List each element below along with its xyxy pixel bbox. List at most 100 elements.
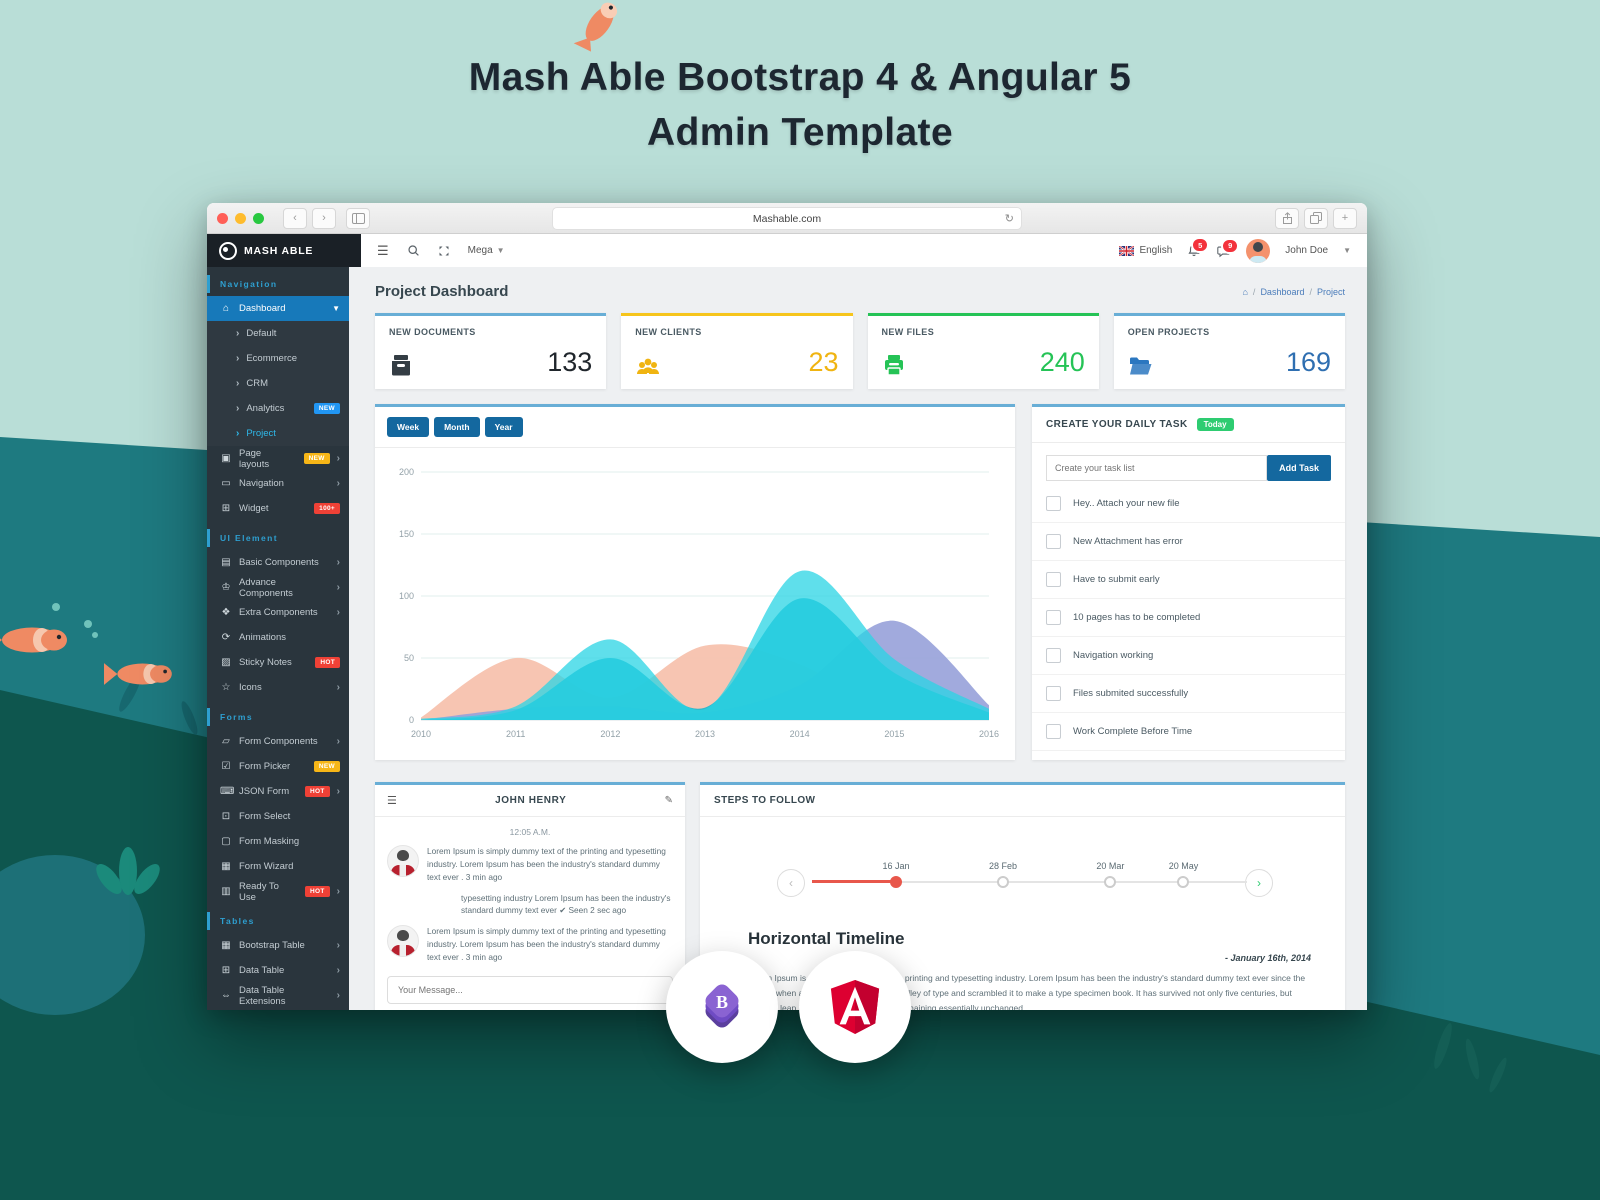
back-button[interactable]: ‹ <box>283 207 307 229</box>
sidebar-group-items: ▤ › Basic Components › ▼ ♔ › <box>207 550 349 700</box>
task-checkbox[interactable] <box>1046 724 1061 739</box>
sidebar-item-label: Page layouts <box>239 447 270 470</box>
task-input[interactable] <box>1046 455 1268 481</box>
fullscreen-icon[interactable] <box>438 245 450 257</box>
sidebar-item[interactable]: › Project › ▼ <box>207 421 349 446</box>
fish-left-icon <box>0 627 67 653</box>
task-checkbox[interactable] <box>1046 496 1061 511</box>
url-text: Mashable.com <box>752 212 822 225</box>
sidebar-item[interactable]: › CRM › ▼ <box>207 371 349 396</box>
timeline-point: 16 Jan <box>882 861 909 893</box>
task-checkbox[interactable] <box>1046 686 1061 701</box>
breadcrumb-dashboard[interactable]: Dashboard <box>1260 286 1305 297</box>
sidebar-item[interactable]: ⟳ › Animations › ▼ <box>207 625 349 650</box>
share-icon[interactable] <box>1275 207 1299 229</box>
chat-message: Lorem Ipsum is simply dummy text of the … <box>375 921 685 968</box>
chart-range-tab[interactable]: Year <box>484 417 523 437</box>
sidebar-item[interactable]: ▢ › Form Masking › ▼ <box>207 829 349 854</box>
notifications-button[interactable]: 5 <box>1187 237 1210 258</box>
zoom-window-button[interactable] <box>253 212 264 224</box>
timeline-track: 16 Jan 28 Feb 20 Mar <box>812 861 1247 888</box>
search-icon[interactable] <box>407 244 420 257</box>
timeline-dot[interactable] <box>889 876 902 888</box>
edit-icon[interactable]: ✎ <box>664 795 673 806</box>
sidebar-item[interactable]: ⊞ › Data Table › ▼ <box>207 958 349 983</box>
sidebar-item[interactable]: ♔ › Advance Components › ▼ <box>207 575 349 600</box>
sidebar-group: Forms ▱ › Form Components › ▼ <box>207 708 349 904</box>
task-checkbox[interactable] <box>1046 534 1061 549</box>
task-row: 10 pages has to be completed <box>1032 599 1345 637</box>
sidebar-item-badge: HOT <box>305 886 330 897</box>
uk-flag-icon <box>1119 245 1135 256</box>
forward-button[interactable]: › <box>312 207 336 229</box>
language-selector[interactable]: English <box>1119 245 1172 256</box>
timeline-prev-button[interactable]: ‹ <box>777 869 805 897</box>
sidebar-item[interactable]: ⌂ › Dashboard › ▼ <box>207 296 349 321</box>
sidebar-item[interactable]: ⊞ › Widget 100+ › ▼ <box>207 496 349 521</box>
chat-avatar <box>387 925 419 958</box>
sidebar-item[interactable]: ▥ › Ready To Use HOT › ▼ <box>207 879 349 904</box>
task-checkbox[interactable] <box>1046 610 1061 625</box>
sidebar-item[interactable]: ▤ › Basic Components › ▼ <box>207 550 349 575</box>
sidebar-toggle-button[interactable] <box>346 207 370 229</box>
sidebar-item[interactable]: › Default › ▼ <box>207 321 349 346</box>
svg-text:200: 200 <box>399 467 414 477</box>
timeline-next-button[interactable]: › <box>1245 869 1273 897</box>
sidebar-group-items: ⌂ › Dashboard › ▼ › <box>207 296 349 521</box>
chart-range-tab[interactable]: Month <box>434 417 480 437</box>
sidebar-item[interactable]: ☑ › Form Picker NEW › ▼ <box>207 754 349 779</box>
sidebar-item[interactable]: › Ecommerce › ▼ <box>207 346 349 371</box>
sidebar-item[interactable]: ☆ › Icons › ▼ <box>207 675 349 700</box>
sidebar-item[interactable]: › Analytics NEW › ▼ <box>207 396 349 421</box>
task-checkbox[interactable] <box>1046 572 1061 587</box>
task-row: Have to submit early <box>1032 561 1345 599</box>
timeline-dot[interactable] <box>996 876 1009 888</box>
chat-menu-icon[interactable]: ☰ <box>387 795 397 807</box>
svg-text:2011: 2011 <box>506 729 525 739</box>
task-checkbox[interactable] <box>1046 648 1061 663</box>
sidebar-group: UI Element ▤ › Basic Components › <box>207 529 349 700</box>
tabs-overview-icon[interactable] <box>1304 207 1328 229</box>
user-avatar[interactable] <box>1246 238 1271 263</box>
sidebar-item-icon: ⊡ <box>221 811 231 822</box>
chevron-down-icon[interactable]: ▼ <box>1343 246 1351 255</box>
mega-menu-dropdown[interactable]: Mega ▼ <box>468 245 505 256</box>
messages-button[interactable]: 9 <box>1216 237 1240 258</box>
chevron-right-icon: › <box>336 478 340 489</box>
sidebar-item-label: Ecommerce <box>246 353 298 364</box>
sidebar-item[interactable]: ⇔ › Data Table Extensions › ▼ <box>207 983 349 1008</box>
url-bar[interactable]: Mashable.com ↻ <box>552 207 1022 230</box>
home-icon[interactable]: ⌂ <box>1242 286 1248 297</box>
sidebar-item[interactable]: ⌨ › JSON Form HOT › ▼ <box>207 779 349 804</box>
chat-message-input[interactable] <box>387 975 673 1004</box>
brand[interactable]: MASH ABLE <box>207 234 361 268</box>
sidebar-item[interactable]: ⊡ › Form Select › ▼ <box>207 804 349 829</box>
sidebar-item[interactable]: ▭ › Navigation › ▼ <box>207 471 349 496</box>
browser-window: ‹ › Mashable.com ↻ + <box>207 203 1367 1010</box>
sidebar-item[interactable]: ▦ › Bootstrap Table › ▼ <box>207 933 349 958</box>
breadcrumb-project[interactable]: Project <box>1316 286 1345 297</box>
sidebar-section-label: Forms <box>207 708 349 726</box>
sidebar-item-icon: ▢ <box>221 836 231 847</box>
minimize-window-button[interactable] <box>235 212 246 224</box>
middle-row: Week Month Year 0 50 100 150 200 2010 2011 2012 20… <box>375 404 1345 760</box>
add-task-button[interactable]: Add Task <box>1267 455 1331 481</box>
reload-icon[interactable]: ↻ <box>1004 213 1014 225</box>
sidebar-item[interactable]: ▨ › Sticky Notes HOT › ▼ <box>207 650 349 675</box>
sidebar-item[interactable]: ▦ › Form Wizard › ▼ <box>207 854 349 879</box>
new-tab-button[interactable]: + <box>1333 207 1357 229</box>
fish-left-icon <box>104 663 172 685</box>
sidebar-item[interactable]: ❖ › Extra Components › ▼ <box>207 600 349 625</box>
stat-card-new-files: NEW FILES 240 <box>867 313 1099 389</box>
chat-card: ☰ JOHN HENRY ✎ 12:05 A.M. Lorem Ipsum is… <box>375 782 685 1010</box>
sidebar-item[interactable]: ▱ › Form Components › ▼ <box>207 729 349 754</box>
timeline-dot[interactable] <box>1104 876 1117 888</box>
hamburger-icon[interactable]: ☰ <box>377 242 389 258</box>
timeline-point: 20 May <box>1169 861 1198 893</box>
close-window-button[interactable] <box>217 212 228 224</box>
chart-range-tab[interactable]: Week <box>387 417 430 437</box>
sidebar-item-label: Form Select <box>239 811 291 822</box>
timeline-dot[interactable] <box>1177 876 1190 888</box>
sidebar-item[interactable]: ☰ › FooTable › ▼ <box>207 1008 349 1010</box>
sidebar-item[interactable]: ▣ › Page layouts NEW › ▼ <box>207 446 349 471</box>
